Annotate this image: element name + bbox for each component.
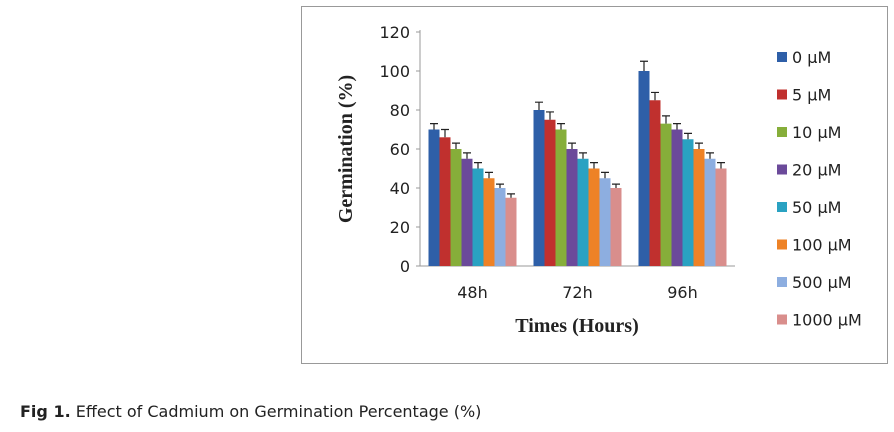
error-bar xyxy=(452,142,460,149)
caption-text: Effect of Cadmium on Germination Percent… xyxy=(70,402,482,421)
bar xyxy=(428,129,440,266)
bar xyxy=(533,110,545,266)
error-bar xyxy=(579,152,587,159)
x-axis-title: Times (Hours) xyxy=(515,315,639,337)
x-tick-label: 48h xyxy=(457,283,488,302)
bar xyxy=(544,119,556,266)
error-bar xyxy=(695,142,703,149)
bar xyxy=(610,188,622,266)
bar xyxy=(638,71,650,266)
error-bar xyxy=(706,152,714,159)
error-bar xyxy=(651,91,659,101)
error-bar xyxy=(612,183,620,188)
error-bar xyxy=(590,162,598,169)
y-tick-label: 60 xyxy=(390,140,410,159)
legend-swatch xyxy=(777,277,787,287)
error-bar xyxy=(441,128,449,138)
bar xyxy=(671,129,683,266)
error-bar xyxy=(474,162,482,169)
error-bar xyxy=(717,162,725,169)
caption-label: Fig 1. xyxy=(20,402,71,421)
bar xyxy=(704,158,716,266)
bar xyxy=(483,178,495,266)
bar xyxy=(693,149,705,266)
y-tick-label: 120 xyxy=(379,23,410,42)
legend-label: 5 µM xyxy=(792,86,831,105)
bar xyxy=(566,149,578,266)
error-bar xyxy=(463,152,471,159)
legend-label: 20 µM xyxy=(792,161,841,180)
error-bar xyxy=(430,123,438,130)
bar xyxy=(505,197,517,266)
bar xyxy=(715,168,727,266)
error-bar xyxy=(535,101,543,110)
bar xyxy=(555,129,567,266)
figure-caption: Fig 1. Effect of Cadmium on Germination … xyxy=(20,402,481,421)
error-bar xyxy=(601,171,609,179)
legend-label: 500 µM xyxy=(792,273,852,292)
y-tick-label: 0 xyxy=(400,257,410,276)
y-axis-title: Germination (%) xyxy=(335,75,357,223)
y-tick-label: 100 xyxy=(379,62,410,81)
bar xyxy=(660,123,672,267)
bar xyxy=(682,139,694,266)
error-bar xyxy=(673,123,681,130)
legend-swatch xyxy=(777,52,787,62)
chart-frame xyxy=(301,6,888,364)
bar xyxy=(494,188,506,266)
bar xyxy=(450,149,462,266)
bar xyxy=(588,168,600,266)
bar xyxy=(649,100,661,266)
x-tick-label: 96h xyxy=(667,283,698,302)
legend-swatch xyxy=(777,164,787,175)
legend-swatch xyxy=(777,314,787,325)
legend-label: 10 µM xyxy=(792,123,841,142)
legend-label: 50 µM xyxy=(792,198,841,217)
legend-swatch xyxy=(777,202,787,212)
x-tick-label: 72h xyxy=(562,283,593,302)
error-bar xyxy=(507,193,515,198)
legend-swatch xyxy=(777,89,787,100)
legend-label: 100 µM xyxy=(792,236,852,255)
error-bar xyxy=(662,115,670,124)
legend-label: 1000 µM xyxy=(792,311,862,330)
legend-swatch xyxy=(777,239,787,250)
error-bar xyxy=(684,132,692,140)
error-bar xyxy=(557,123,565,130)
bar xyxy=(599,178,611,266)
legend-swatch xyxy=(777,127,787,137)
error-bar xyxy=(568,142,576,149)
error-bar xyxy=(496,183,504,188)
bar xyxy=(472,168,484,266)
y-tick-label: 80 xyxy=(390,101,410,120)
y-tick-label: 20 xyxy=(390,218,410,237)
y-tick-label: 40 xyxy=(390,179,410,198)
legend-label: 0 µM xyxy=(792,48,831,67)
bar-chart: 0 20 40 60 80 100 120 48h 72h 96h Times (Hours) Ger… xyxy=(335,23,862,337)
bar xyxy=(577,158,589,266)
bar xyxy=(461,158,473,266)
error-bar xyxy=(485,171,493,179)
error-bar xyxy=(546,111,554,120)
bar xyxy=(439,137,451,266)
error-bar xyxy=(640,60,648,71)
